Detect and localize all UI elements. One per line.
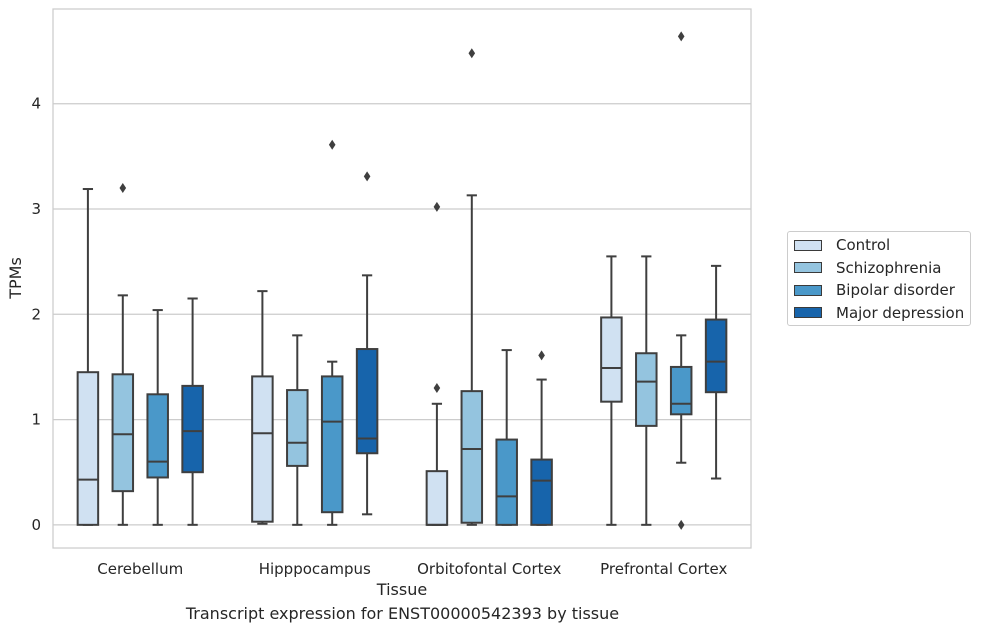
iqr-box [669, 365, 693, 416]
legend-item: Major depression [794, 303, 964, 323]
legend-label: Schizophrenia [836, 258, 942, 277]
iqr-box [530, 458, 553, 526]
box-control [600, 255, 623, 526]
outlier-point [328, 139, 336, 150]
outlier-point [433, 201, 441, 212]
legend-swatch [794, 307, 822, 318]
box-schizophrenia [286, 334, 309, 526]
box-major-depression [355, 171, 379, 516]
box-series [76, 31, 728, 530]
y-tick-label: 0 [31, 516, 41, 534]
x-tick-label: Cerebellum [97, 560, 183, 578]
legend-label: Bipolar disorder [836, 281, 955, 299]
box-schizophrenia [635, 255, 658, 526]
box-bipolar-disorder [495, 349, 518, 526]
iqr-box [425, 470, 449, 526]
iqr-box [251, 375, 274, 523]
iqr-box [76, 371, 100, 526]
outlier-point [119, 182, 127, 193]
legend-swatch [794, 262, 822, 273]
tick-labels: 0 1 2 3 4 Cerebellum Hipppocampus Orbitofontal … [31, 95, 727, 578]
box-control [425, 201, 449, 526]
outlier-point [677, 31, 685, 42]
legend: Control Schizophrenia Bipolar disorder Majo… [787, 231, 971, 326]
box-major-depression [530, 350, 553, 526]
box-bipolar-disorder [146, 309, 169, 526]
x-axis-label: Tissue [376, 580, 427, 599]
box-control [251, 290, 274, 525]
iqr-box [600, 316, 623, 403]
y-tick-label: 3 [31, 200, 41, 218]
legend-label: Control [836, 236, 891, 254]
box-schizophrenia [460, 48, 484, 526]
legend-swatch [794, 239, 822, 251]
box-bipolar-disorder [320, 139, 344, 526]
y-axis-label: TPMs [6, 257, 25, 300]
iqr-box [320, 375, 344, 514]
outlier-point [363, 171, 371, 182]
box-major-depression [704, 264, 728, 480]
box-bipolar-disorder [669, 31, 693, 530]
gridlines [53, 103, 751, 526]
iqr-box [635, 352, 658, 427]
iqr-box [704, 318, 728, 394]
iqr-box [286, 389, 309, 467]
iqr-box [495, 438, 518, 526]
legend-item: Schizophrenia [794, 258, 941, 278]
outlier-point [468, 48, 476, 59]
y-tick-label: 1 [31, 411, 41, 429]
legend-swatch [794, 284, 822, 296]
x-tick-label: Orbitofontal Cortex [417, 560, 561, 578]
iqr-box [111, 373, 135, 493]
figure-caption: Transcript expression for ENST0000054239… [185, 604, 620, 623]
outlier-point [538, 350, 545, 361]
x-tick-label: Prefrontal Cortex [600, 560, 727, 578]
y-tick-label: 2 [31, 305, 41, 323]
iqr-box [181, 384, 204, 474]
box-major-depression [181, 297, 204, 526]
outlier-point [433, 382, 441, 393]
x-tick-label: Hipppocampus [259, 560, 371, 578]
plot-frame [52, 8, 752, 549]
y-tick-label: 4 [31, 95, 41, 113]
legend-item: Bipolar disorder [794, 280, 955, 300]
iqr-box [460, 390, 484, 524]
box-control [76, 188, 100, 526]
box-schizophrenia [111, 182, 135, 526]
iqr-box [355, 348, 379, 455]
iqr-box [146, 393, 169, 479]
legend-label: Major depression [836, 303, 965, 322]
outlier-point [677, 519, 685, 530]
legend-item: Control [794, 235, 890, 255]
